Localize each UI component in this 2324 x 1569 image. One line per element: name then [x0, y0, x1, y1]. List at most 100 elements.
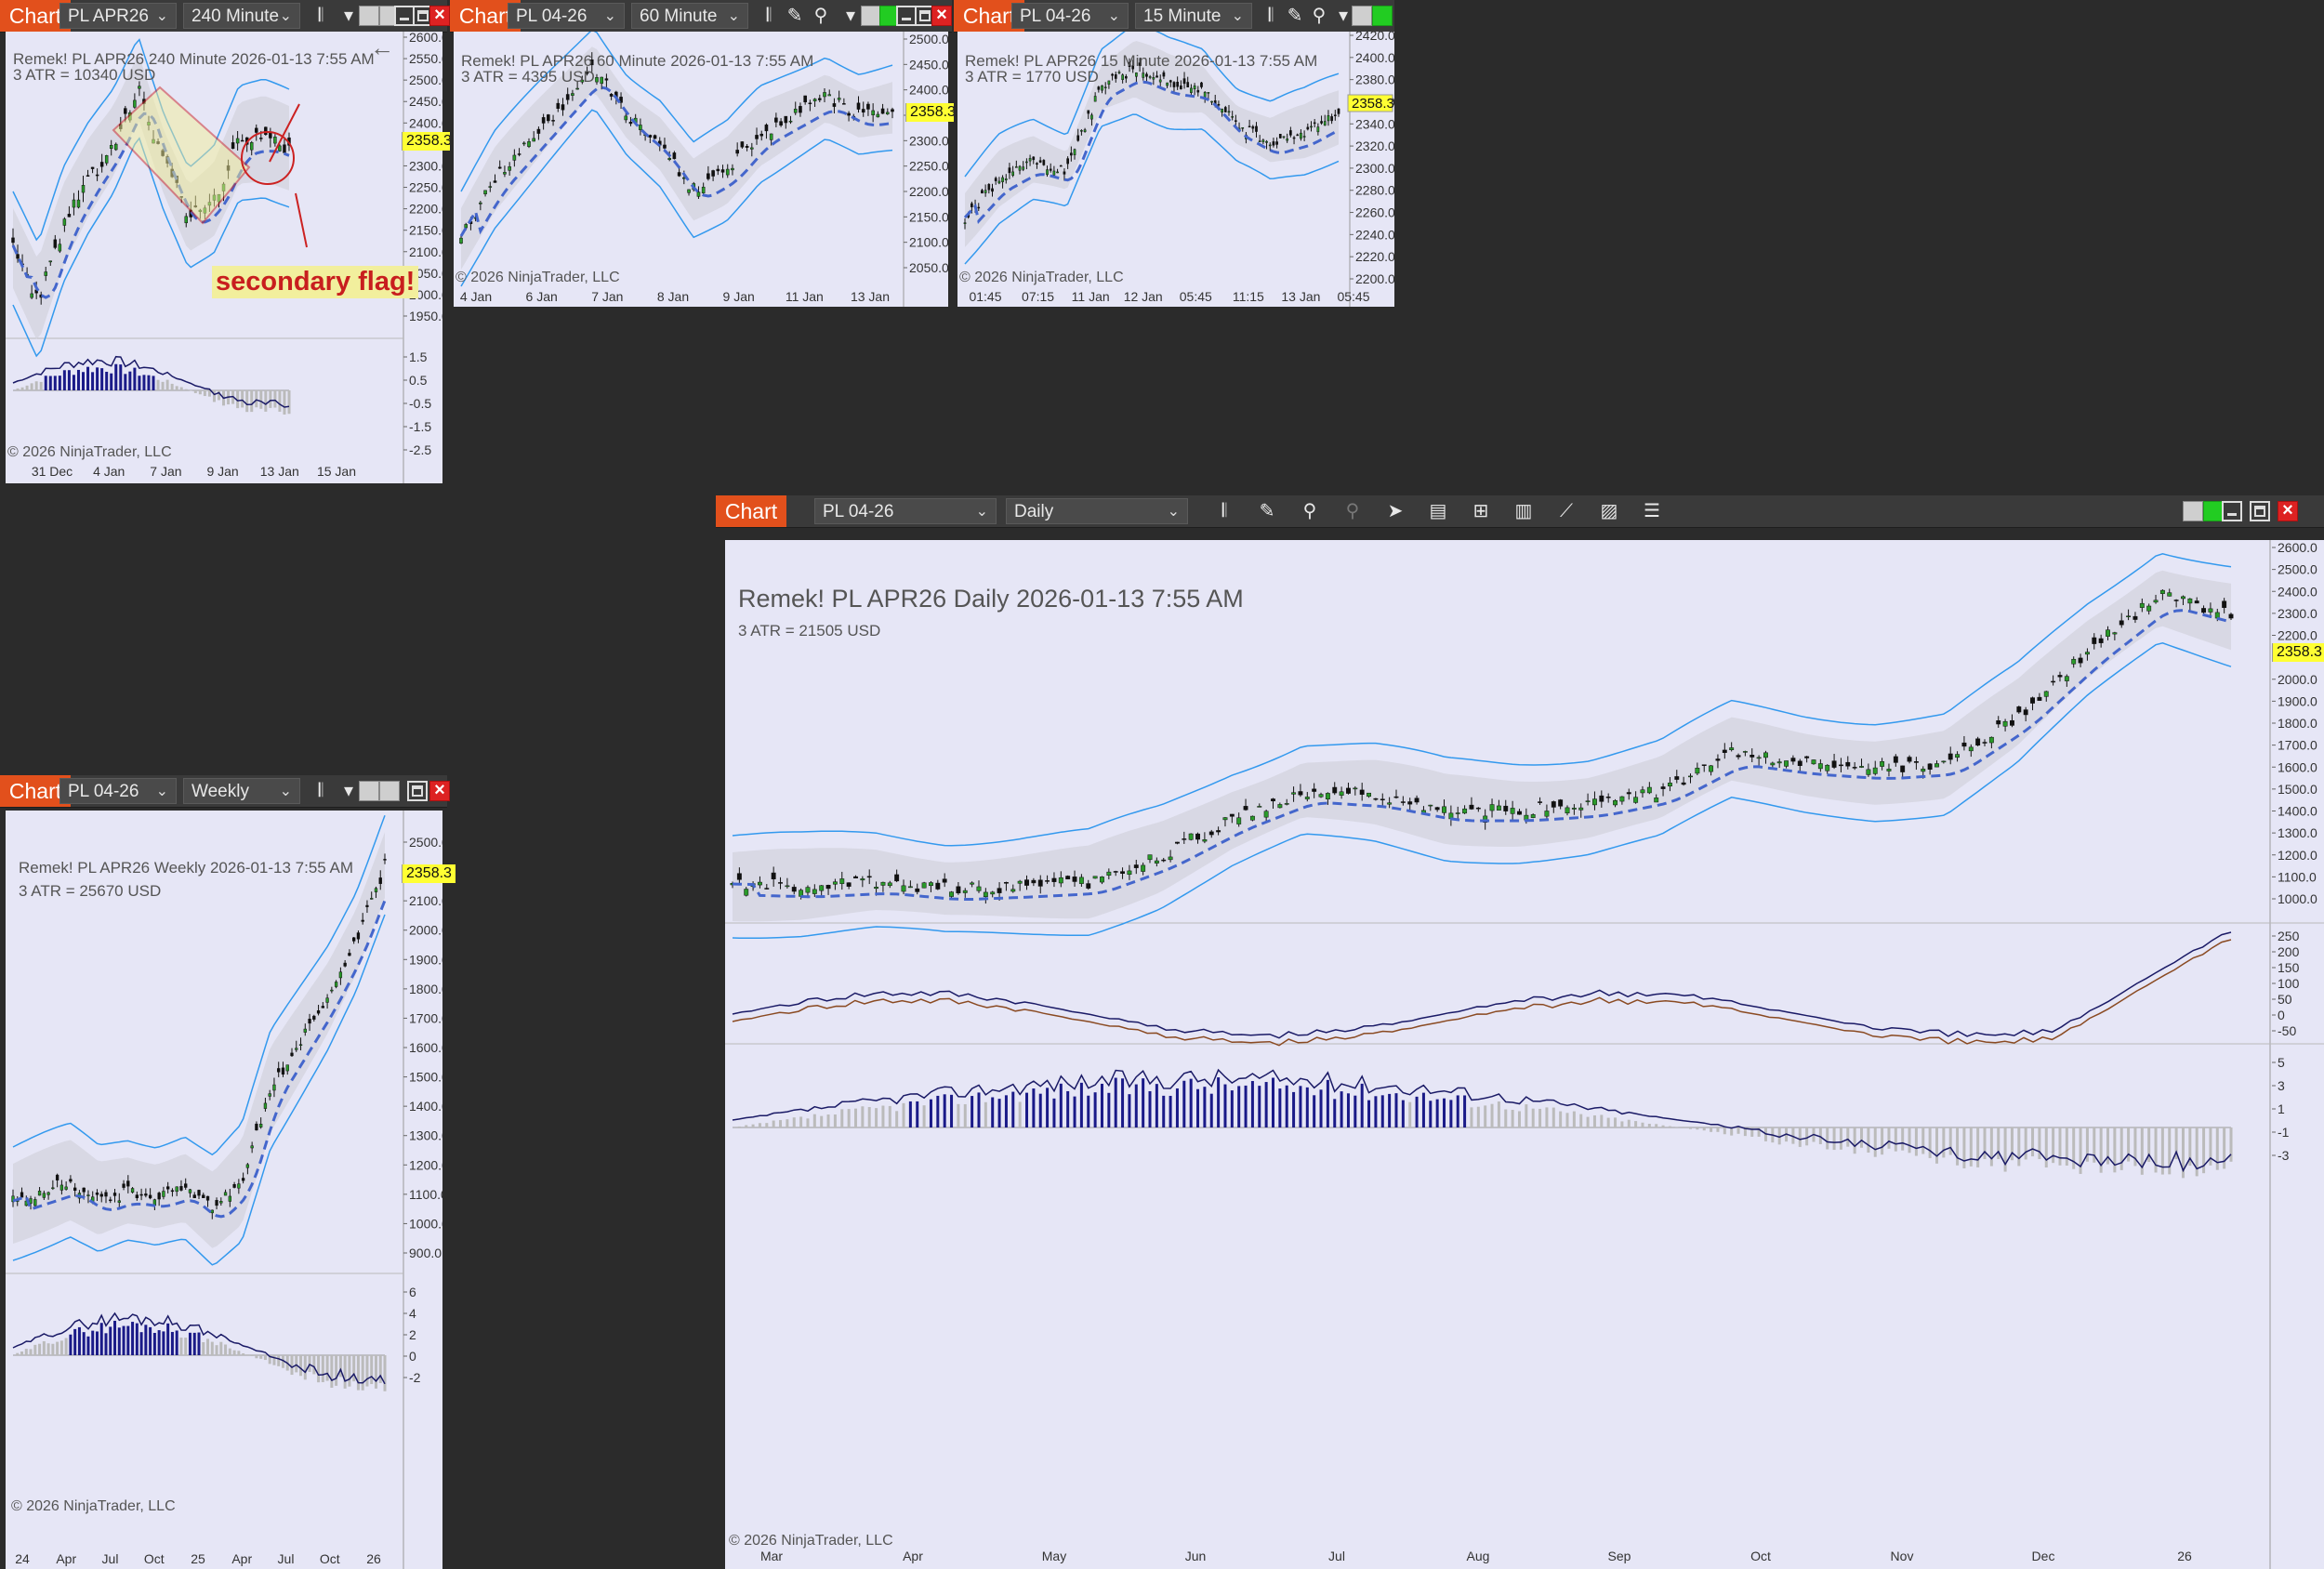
zoom-in-icon[interactable]: ⚲: [1302, 501, 1317, 521]
link-button-green[interactable]: [1372, 6, 1393, 26]
link-button-2[interactable]: [379, 781, 400, 801]
link-button[interactable]: [359, 781, 379, 801]
link-button[interactable]: [1352, 6, 1372, 26]
candle-body: [1407, 801, 1413, 805]
link-button[interactable]: [861, 6, 881, 26]
histogram-bar: [162, 1331, 165, 1355]
instrument-selector[interactable]: PL 04-26 ⌄: [1011, 3, 1129, 29]
chevron-down-icon[interactable]: ▾: [845, 6, 856, 26]
histogram-bar: [1873, 1127, 1877, 1157]
close-button[interactable]: ×: [2278, 501, 2298, 521]
chevron-down-icon[interactable]: ▾: [343, 781, 354, 801]
histogram-bar: [1011, 1091, 1015, 1127]
period-selector[interactable]: 15 Minute ⌄: [1135, 3, 1252, 29]
chart-panel[interactable]: 2500.02300.02100.02000.01900.01800.01700…: [6, 811, 456, 1569]
indicator-icon[interactable]: ⟋: [1560, 501, 1573, 521]
instrument-selector[interactable]: PL 04-26 ⌄: [59, 778, 177, 804]
strategy-icon[interactable]: ▥: [1514, 501, 1533, 521]
chart-tab[interactable]: Chart: [0, 0, 71, 32]
histogram-bar: [1142, 1078, 1145, 1127]
price-chart[interactable]: 2500.02450.02400.02350.02300.02250.02200…: [454, 32, 948, 307]
candle-body: [1530, 814, 1536, 818]
candle-body: [1008, 167, 1011, 174]
pencil-icon[interactable]: ✎: [1287, 6, 1303, 26]
candle-body: [1284, 803, 1289, 805]
price-axis-tick: 2400.0: [1355, 50, 1394, 65]
minimize-button[interactable]: [394, 6, 415, 26]
price-chart[interactable]: 2420.02400.02380.02360.02340.02320.02300…: [957, 32, 1394, 307]
back-arrow-icon[interactable]: ←: [370, 33, 394, 61]
price-chart[interactable]: 2500.02300.02100.02000.01900.01800.01700…: [6, 811, 442, 1569]
price-axis-tick: 900.0: [409, 1246, 442, 1260]
period-selector[interactable]: Weekly ⌄: [183, 778, 300, 804]
price-axis-tick: 1300.0: [409, 1128, 442, 1143]
instrument-selector[interactable]: PL 04-26 ⌄: [508, 3, 625, 29]
link-button[interactable]: [2183, 501, 2203, 521]
maximize-button[interactable]: [407, 781, 428, 801]
bars-icon[interactable]: 𝄃: [1221, 501, 1227, 521]
chart-tab[interactable]: Chart: [0, 775, 71, 807]
bars-icon[interactable]: 𝄃: [318, 781, 324, 801]
candle-body: [1200, 82, 1203, 87]
link-button-green[interactable]: [2203, 501, 2224, 521]
candle-body: [112, 1193, 117, 1196]
histogram-bar: [1209, 1093, 1213, 1127]
maximize-button[interactable]: [915, 6, 935, 26]
close-button[interactable]: ×: [931, 6, 952, 26]
histogram-bar: [833, 1114, 837, 1127]
candle-body: [1203, 92, 1207, 98]
bars-icon[interactable]: 𝄃: [1268, 6, 1274, 26]
chevron-down-icon[interactable]: ▾: [1338, 6, 1349, 26]
period-selector[interactable]: Daily ⌄: [1006, 498, 1188, 524]
period-selector[interactable]: 60 Minute ⌄: [631, 3, 748, 29]
instrument-selector[interactable]: PL 04-26 ⌄: [814, 498, 997, 524]
price-chart[interactable]: 2600.02500.02400.02300.02200.02100.02000…: [725, 540, 2324, 1569]
data-box-icon[interactable]: ▤: [1429, 501, 1447, 521]
maximize-button[interactable]: [2250, 501, 2270, 521]
close-button[interactable]: ×: [429, 781, 450, 801]
bars-icon[interactable]: 𝄃: [766, 6, 772, 26]
time-axis-tick: 07:15: [1022, 289, 1054, 304]
minimize-button[interactable]: [2222, 501, 2242, 521]
period-selector[interactable]: 240 Minute ⌄: [183, 3, 300, 29]
candle-body: [1223, 107, 1227, 112]
instrument-selector[interactable]: PL APR26 ⌄: [59, 3, 177, 29]
close-button[interactable]: ×: [429, 6, 450, 26]
histogram-bar: [2106, 1127, 2110, 1165]
histogram-bar: [245, 1354, 249, 1355]
layout-icon[interactable]: ⊞: [1472, 501, 1489, 521]
bars-icon[interactable]: 𝄃: [318, 6, 324, 26]
candle-body: [1872, 767, 1878, 774]
chart-panel[interactable]: 2600.02500.02400.02300.02200.02100.02000…: [725, 540, 2324, 1569]
last-price-badge: 2358.3: [402, 864, 456, 883]
zoom-icon[interactable]: ⚲: [1312, 6, 1327, 26]
chart-panel[interactable]: 2420.02400.02380.02360.02340.02320.02300…: [957, 32, 1394, 307]
pencil-icon[interactable]: ✎: [786, 6, 803, 26]
histogram-bar: [250, 1355, 254, 1356]
histogram-bar: [72, 375, 75, 390]
histogram-bar: [1572, 1111, 1576, 1127]
zoom-icon[interactable]: ⚲: [813, 6, 828, 26]
candle-body: [819, 885, 825, 891]
pointer-icon[interactable]: ➤: [1387, 501, 1404, 521]
histogram-bar: [25, 385, 29, 390]
zoom-out-icon[interactable]: ⚲: [1345, 501, 1360, 521]
minimize-button[interactable]: [896, 6, 917, 26]
candle-body: [750, 147, 754, 150]
chart-panel[interactable]: 2500.02450.02400.02350.02300.02250.02200…: [454, 32, 959, 307]
chart-tab[interactable]: Chart: [716, 495, 786, 527]
histogram-bar: [786, 1119, 789, 1127]
candle-body: [1166, 82, 1169, 86]
chart-panel[interactable]: 2600.02550.02500.02450.02400.02350.02300…: [6, 32, 456, 483]
candle-body: [1087, 110, 1090, 114]
link-button[interactable]: [359, 6, 379, 26]
candle-body: [990, 891, 996, 895]
pencil-icon[interactable]: ✎: [1259, 501, 1275, 521]
histogram-bar: [1552, 1107, 1555, 1127]
price-chart[interactable]: 2600.02550.02500.02450.02400.02350.02300…: [6, 32, 442, 483]
chevron-down-icon[interactable]: ▾: [343, 6, 354, 26]
time-axis-tick: 26: [2177, 1549, 2192, 1563]
list-icon[interactable]: ☰: [1644, 501, 1660, 521]
strategy-tool-icon[interactable]: ▨: [1600, 501, 1618, 521]
trend-midline: [459, 86, 893, 237]
